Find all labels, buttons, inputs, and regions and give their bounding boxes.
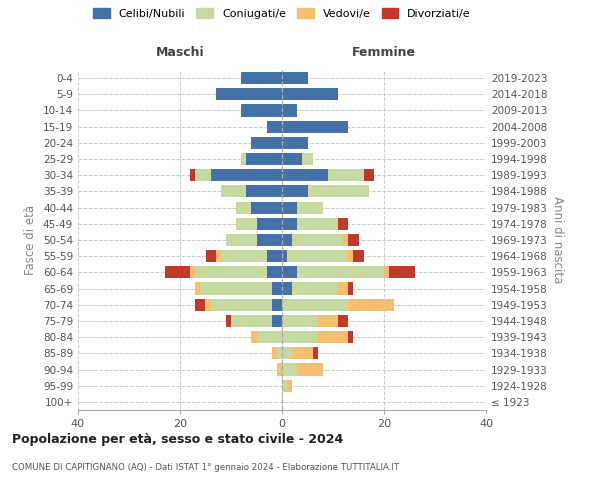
- Bar: [221, 186, 247, 198]
- Bar: [353, 250, 364, 262]
- Bar: [251, 202, 282, 213]
- Bar: [236, 218, 257, 230]
- Bar: [349, 250, 353, 262]
- Bar: [272, 348, 277, 360]
- Bar: [282, 298, 349, 311]
- Bar: [292, 282, 338, 294]
- Bar: [196, 298, 206, 311]
- Bar: [282, 137, 308, 149]
- Bar: [313, 348, 318, 360]
- Bar: [236, 202, 251, 213]
- Bar: [389, 266, 415, 278]
- Bar: [338, 282, 349, 294]
- Legend: Celibi/Nubili, Coniugati/e, Vedovi/e, Divorziati/e: Celibi/Nubili, Coniugati/e, Vedovi/e, Di…: [89, 4, 475, 24]
- Bar: [200, 282, 272, 294]
- Bar: [298, 364, 323, 376]
- Bar: [277, 364, 282, 376]
- Bar: [226, 315, 231, 327]
- Bar: [282, 380, 287, 392]
- Bar: [251, 331, 257, 343]
- Bar: [287, 250, 349, 262]
- Bar: [338, 218, 349, 230]
- Bar: [241, 104, 282, 117]
- Bar: [282, 331, 318, 343]
- Bar: [287, 380, 292, 392]
- Bar: [298, 266, 384, 278]
- Bar: [282, 169, 328, 181]
- Bar: [318, 315, 338, 327]
- Bar: [282, 186, 308, 198]
- Bar: [282, 234, 292, 246]
- Bar: [343, 234, 349, 246]
- Bar: [241, 72, 282, 84]
- Text: Maschi: Maschi: [155, 46, 205, 59]
- Text: Femmine: Femmine: [352, 46, 416, 59]
- Bar: [318, 331, 349, 343]
- Bar: [247, 153, 282, 165]
- Bar: [221, 250, 267, 262]
- Bar: [211, 169, 282, 181]
- Bar: [257, 234, 282, 246]
- Bar: [282, 153, 302, 165]
- Bar: [196, 282, 200, 294]
- Bar: [292, 348, 313, 360]
- Bar: [282, 120, 349, 132]
- Bar: [302, 153, 313, 165]
- Bar: [211, 298, 272, 311]
- Bar: [282, 104, 298, 117]
- Y-axis label: Anni di nascita: Anni di nascita: [551, 196, 564, 284]
- Bar: [165, 266, 190, 278]
- Bar: [272, 298, 282, 311]
- Bar: [277, 348, 282, 360]
- Bar: [328, 169, 364, 181]
- Bar: [338, 315, 349, 327]
- Bar: [196, 266, 267, 278]
- Bar: [349, 234, 359, 246]
- Bar: [251, 137, 282, 149]
- Bar: [190, 169, 196, 181]
- Bar: [272, 282, 282, 294]
- Bar: [206, 298, 211, 311]
- Bar: [267, 120, 282, 132]
- Bar: [282, 348, 292, 360]
- Bar: [206, 250, 216, 262]
- Bar: [384, 266, 389, 278]
- Bar: [298, 202, 323, 213]
- Bar: [190, 266, 196, 278]
- Bar: [267, 266, 282, 278]
- Bar: [282, 315, 318, 327]
- Bar: [282, 88, 338, 101]
- Bar: [216, 88, 282, 101]
- Text: COMUNE DI CAPITIGNANO (AQ) - Dati ISTAT 1° gennaio 2024 - Elaborazione TUTTITALI: COMUNE DI CAPITIGNANO (AQ) - Dati ISTAT …: [12, 462, 399, 471]
- Y-axis label: Fasce di età: Fasce di età: [25, 205, 37, 275]
- Bar: [216, 250, 221, 262]
- Bar: [247, 186, 282, 198]
- Bar: [282, 72, 308, 84]
- Bar: [196, 169, 211, 181]
- Bar: [349, 331, 353, 343]
- Bar: [241, 153, 247, 165]
- Bar: [282, 250, 287, 262]
- Bar: [282, 364, 298, 376]
- Bar: [282, 266, 298, 278]
- Bar: [298, 218, 338, 230]
- Bar: [226, 234, 257, 246]
- Bar: [272, 315, 282, 327]
- Bar: [257, 218, 282, 230]
- Bar: [308, 186, 369, 198]
- Bar: [364, 169, 374, 181]
- Bar: [257, 331, 282, 343]
- Text: Popolazione per età, sesso e stato civile - 2024: Popolazione per età, sesso e stato civil…: [12, 432, 343, 446]
- Bar: [282, 202, 298, 213]
- Bar: [292, 234, 343, 246]
- Bar: [349, 298, 394, 311]
- Bar: [282, 218, 298, 230]
- Bar: [282, 282, 292, 294]
- Bar: [349, 282, 353, 294]
- Bar: [231, 315, 272, 327]
- Bar: [267, 250, 282, 262]
